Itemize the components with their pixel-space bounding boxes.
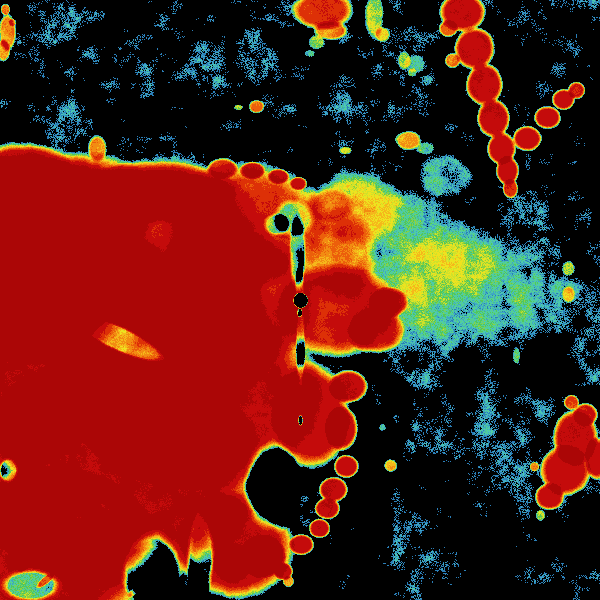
radar-image	[0, 0, 600, 600]
radar-display	[0, 0, 600, 600]
